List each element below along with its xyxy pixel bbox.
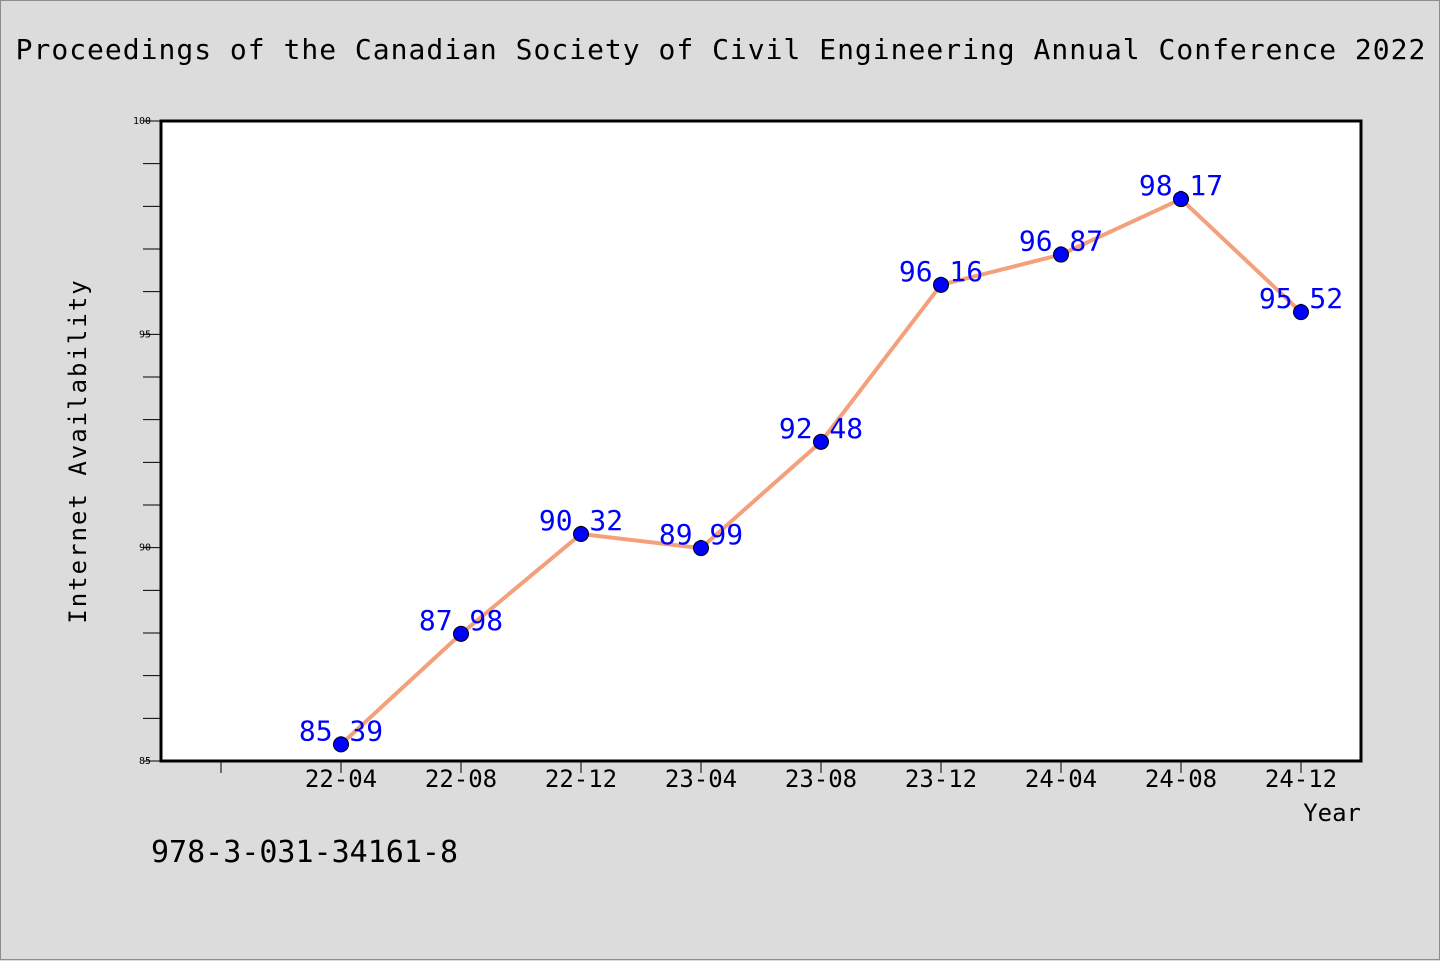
data-point — [933, 276, 949, 293]
data-point — [693, 540, 709, 557]
y-tick-label: 95 — [139, 329, 151, 340]
data-point — [1293, 304, 1309, 321]
x-tick-label: 23-04 — [665, 765, 737, 793]
data-point — [1053, 246, 1069, 263]
x-tick-label: 24-08 — [1145, 765, 1217, 793]
y-tick-label: 90 — [139, 543, 151, 554]
data-point — [1173, 191, 1189, 208]
isbn-text: 978-3-031-34161-8 — [151, 835, 459, 870]
data-point — [333, 736, 349, 753]
x-tick-label: 23-08 — [785, 765, 857, 793]
x-tick-label: 22-04 — [305, 765, 377, 793]
y-tick-label: 85 — [139, 756, 151, 767]
x-tick-label: 23-12 — [905, 765, 977, 793]
x-tick-label: 24-04 — [1025, 765, 1097, 793]
x-tick-label: 24-12 — [1265, 765, 1337, 793]
x-axis-label: Year — [1303, 799, 1361, 827]
x-tick-label: 22-08 — [425, 765, 497, 793]
plot-area — [159, 119, 1363, 763]
data-point — [573, 526, 589, 543]
y-axis-label: Internet Availability — [64, 278, 92, 623]
data-point — [453, 625, 469, 642]
data-point — [813, 433, 829, 450]
y-tick-label: 100 — [133, 116, 151, 127]
x-tick-label: 22-12 — [545, 765, 617, 793]
chart-title: Proceedings of the Canadian Society of C… — [15, 33, 1427, 66]
